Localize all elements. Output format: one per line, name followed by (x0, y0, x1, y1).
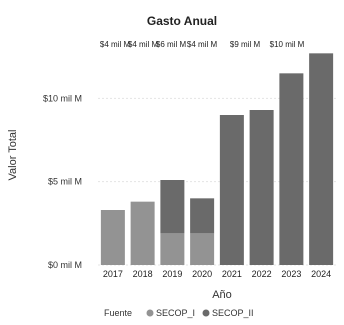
x-tick-label: 2023 (281, 269, 301, 279)
data-label: $4 mil M (128, 40, 159, 49)
bars (100, 53, 334, 266)
data-labels: $4 mil M$4 mil M$6 mil M $4 mil M $9 mil M… (100, 40, 305, 49)
y-axis-ticks: $0 mil M $5 mil M $10 mil M (43, 93, 82, 270)
bar-2023-secop-ii (279, 73, 304, 265)
legend-label-secop-i: SECOP_I (156, 308, 195, 318)
bar-2019-secop-i (160, 233, 185, 265)
x-tick-label: 2022 (252, 269, 272, 279)
bar-2019-secop-ii (160, 180, 185, 234)
bar-2020-secop-i (190, 233, 215, 265)
legend-swatch-secop-ii (202, 309, 210, 317)
legend-swatch-secop-i (146, 309, 154, 317)
x-tick-label: 2019 (162, 269, 182, 279)
legend-label-secop-ii: SECOP_II (212, 308, 254, 318)
x-axis-ticks: 2017 2018 2019 2020 2021 2022 2023 2024 (103, 269, 331, 279)
data-label: $4 mil M (100, 40, 131, 49)
data-label: $4 mil M (187, 40, 218, 49)
legend: Fuente SECOP_I SECOP_II (104, 308, 254, 318)
x-tick-label: 2024 (311, 269, 331, 279)
data-label: $10 mil M (270, 40, 305, 49)
bar-2024-secop-ii (309, 53, 334, 266)
x-tick-label: 2021 (222, 269, 242, 279)
x-tick-label: 2018 (133, 269, 153, 279)
y-tick-label: $10 mil M (43, 93, 82, 103)
data-label: $6 mil M (156, 40, 187, 49)
bar-2021-secop-ii (219, 115, 244, 265)
y-tick-label: $0 mil M (48, 260, 82, 270)
x-tick-label: 2017 (103, 269, 123, 279)
chart-title: Gasto Anual (147, 14, 217, 28)
y-tick-label: $5 mil M (48, 177, 82, 187)
bar-2017-secop-i (100, 210, 125, 265)
bar-2020-secop-ii (190, 198, 215, 234)
x-axis-label: Año (212, 289, 232, 301)
bar-2018-secop-i (130, 201, 155, 265)
data-label: $9 mil M (230, 40, 261, 49)
x-tick-label: 2020 (192, 269, 212, 279)
bar-2022-secop-ii (249, 110, 274, 265)
legend-title: Fuente (104, 308, 132, 318)
y-axis-label: Valor Total (7, 130, 19, 181)
